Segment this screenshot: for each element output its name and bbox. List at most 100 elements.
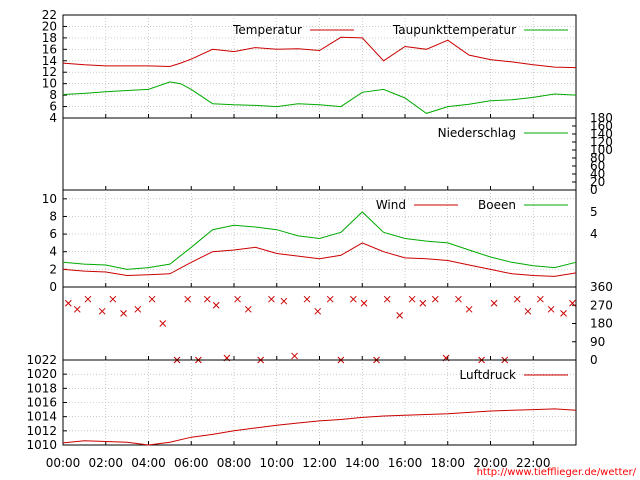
wind-direction-mark: [326, 295, 334, 303]
y-tick-label: 180: [590, 111, 613, 125]
x-tick-label: 04:00: [131, 456, 166, 470]
legend-label: Luftdruck: [459, 368, 516, 382]
wind-direction-mark: [349, 295, 357, 303]
panel-frame: [62, 286, 577, 361]
wind-direction-mark: [148, 295, 156, 303]
y-tick-label: 10: [42, 77, 57, 91]
legend-label: Taupunkttemperatur: [392, 23, 516, 37]
panel-2: 0 2 4 6 8 10 4 5 Boeen Wind: [42, 189, 598, 294]
wind-direction-mark: [203, 295, 211, 303]
y-tick-label: 60: [590, 159, 605, 173]
wind-direction-mark: [109, 295, 117, 303]
y-tick-label: 20: [42, 19, 57, 33]
wind-direction-mark: [159, 320, 167, 327]
x-tick-label: 00:00: [46, 456, 81, 470]
y-tick-label: 1018: [26, 381, 57, 395]
y-tick-label: 270: [590, 298, 613, 312]
wind-direction-mark: [465, 305, 473, 313]
y-tick-label: 40: [590, 167, 605, 181]
y-tick-label: 22: [42, 8, 57, 22]
wind-direction-mark: [184, 295, 192, 303]
wind-direction-mark: [455, 295, 462, 303]
wind-direction-mark: [383, 295, 391, 303]
y-tick-label: 1022: [26, 353, 57, 367]
legend-label: Boeen: [478, 198, 516, 212]
wind-direction-mark: [212, 301, 220, 309]
y-tick-label: 2: [49, 262, 57, 276]
y-tick-label: 180: [590, 317, 613, 331]
y-tick-label: 1014: [26, 410, 57, 424]
y-tick-label: 1012: [26, 424, 57, 438]
y-tick-label: 1016: [26, 396, 57, 410]
wind-direction-mark: [360, 299, 368, 307]
y-tick-label: 16: [42, 42, 57, 56]
y-tick-label: 6: [49, 227, 57, 241]
wind-direction-mark: [120, 310, 127, 317]
x-tick-label: 20:00: [473, 456, 508, 470]
y-tick-label: 10: [42, 192, 57, 206]
wind-direction-mark: [134, 305, 142, 313]
y-tick-label: 120: [590, 135, 613, 149]
wind-direction-mark: [396, 312, 404, 319]
y-tick-label: 100: [590, 143, 613, 157]
wind-direction-mark: [64, 299, 72, 307]
y-tick-label: 1010: [26, 438, 57, 452]
x-tick-label: 10:00: [259, 456, 294, 470]
y-tick-label: 90: [590, 335, 605, 349]
wind-direction-mark: [98, 307, 106, 315]
wind-direction-mark: [291, 352, 298, 360]
y-tick-label: 4: [49, 245, 57, 259]
wind-direction-mark: [547, 305, 555, 313]
legend-label: Wind: [376, 198, 406, 212]
wind-direction-mark: [408, 295, 416, 303]
y-tick-label: 6: [49, 100, 57, 114]
source-url[interactable]: http://www.tiefflieger.de/wetter/: [476, 467, 636, 478]
y-tick-label: 12: [42, 65, 57, 79]
y2-tick-label: 5: [590, 205, 598, 219]
wind-direction-mark: [73, 305, 81, 313]
legend-label: Niederschlag: [438, 126, 516, 140]
y-tick-label: 80: [590, 151, 605, 165]
wind-direction-mark: [569, 299, 576, 307]
wind-direction-mark: [524, 307, 532, 315]
wind-direction-mark: [419, 299, 427, 307]
x-tick-label: 02:00: [88, 456, 123, 470]
wind-direction-mark: [513, 295, 521, 303]
x-tick-label: 14:00: [345, 456, 380, 470]
y-tick-label: 18: [42, 31, 57, 45]
series-line: [62, 81, 577, 114]
y-tick-label: 1020: [26, 367, 57, 381]
series-line: [62, 408, 577, 446]
series-line: [62, 211, 577, 270]
y-tick-label: 14: [42, 54, 57, 68]
wind-direction-mark: [303, 295, 311, 303]
y-tick-label: 160: [590, 119, 613, 133]
y-tick-label: 20: [590, 175, 605, 189]
series-line: [62, 242, 577, 277]
x-tick-label: 12:00: [302, 456, 337, 470]
wind-direction-mark: [84, 295, 92, 303]
y-tick-label: 0: [590, 353, 598, 367]
wind-direction-mark: [537, 295, 544, 303]
x-tick-label: 08:00: [217, 456, 252, 470]
x-tick-label: 18:00: [430, 456, 465, 470]
panel-3: 0 90 180 270 360: [62, 280, 613, 367]
y-tick-label: 360: [590, 280, 613, 294]
wind-direction-mark: [314, 307, 322, 315]
x-tick-label: 16:00: [388, 456, 423, 470]
wind-direction-mark: [268, 295, 275, 303]
x-tick-label: 06:00: [174, 456, 209, 470]
y-tick-label: 4: [49, 111, 57, 125]
wind-direction-mark: [280, 297, 288, 305]
y2-tick-label: 4: [590, 227, 598, 241]
wind-direction-mark: [234, 295, 241, 303]
y-tick-label: 0: [49, 280, 57, 294]
series-line: [62, 36, 577, 69]
y-tick-label: 140: [590, 127, 613, 141]
wind-direction-mark: [244, 305, 252, 313]
wind-direction-mark: [560, 310, 567, 317]
